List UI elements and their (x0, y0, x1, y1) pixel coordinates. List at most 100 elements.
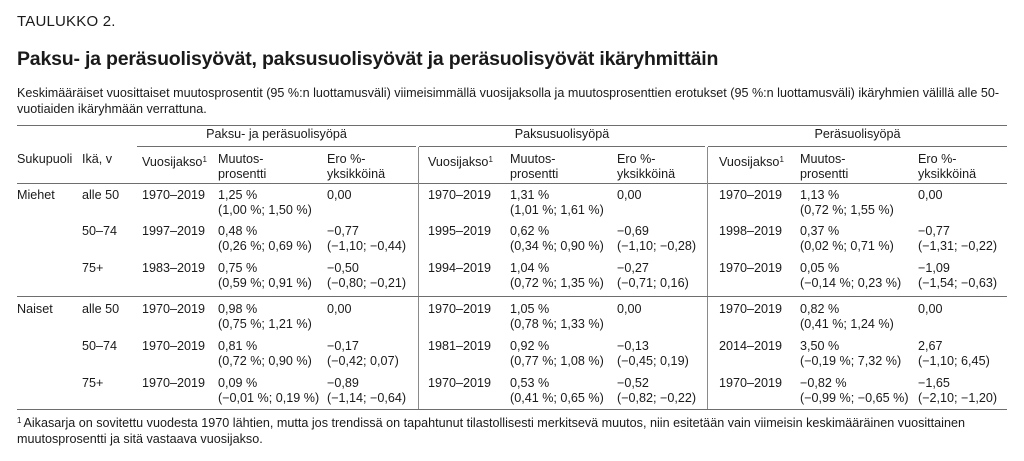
table-label: TAULUKKO 2. (17, 13, 116, 30)
cell-change-ci: (0,77 %; 1,08 %) (510, 354, 604, 368)
column-header-diff: Ero %- (327, 152, 366, 166)
column-header-age: Ikä, v (82, 152, 113, 166)
row-age: 50–74 (82, 339, 118, 353)
cell-period: 1970–2019 (719, 302, 783, 316)
cell-diff-ci: (−2,10; −1,20) (918, 391, 998, 405)
group-underline (137, 146, 416, 147)
cell-period: 1970–2019 (142, 376, 206, 390)
group-underline (419, 146, 705, 147)
column-header-change: prosentti (510, 167, 559, 181)
cell-diff-ci: (−1,54; −0,63) (918, 276, 998, 290)
column-header-period: Vuosijakso1 (428, 152, 493, 170)
period-header-text: Vuosijakso (428, 155, 489, 169)
cell-change: 0,37 % (800, 224, 840, 238)
period-note-mark: 1 (779, 155, 784, 164)
cell-diff: −0,52 (617, 376, 649, 390)
cell-period: 1981–2019 (428, 339, 492, 353)
table-subtitle: Keskimääräiset vuosittaiset muutosprosen… (17, 86, 1000, 116)
cell-change-ci: (0,72 %; 0,90 %) (218, 354, 312, 368)
cell-diff: −0,17 (327, 339, 359, 353)
cell-change: 0,05 % (800, 261, 840, 275)
cell-diff: 0,00 (617, 188, 642, 202)
column-header-change: prosentti (218, 167, 267, 181)
cell-period: 1970–2019 (719, 261, 783, 275)
cell-change-ci: (1,00 %; 1,50 %) (218, 203, 312, 217)
footnote-text: Aikasarja on sovitettu vuodesta 1970 läh… (17, 416, 965, 446)
cell-diff: 0,00 (918, 188, 943, 202)
table-title: Paksu- ja peräsuolisyövät, paksusuolisyö… (17, 48, 719, 70)
cell-diff-ci: (−0,80; −0,21) (327, 276, 407, 290)
cell-change-ci: (−0,99 %; −0,65 %) (800, 391, 909, 405)
cell-change: 3,50 % (800, 339, 840, 353)
column-header-sex: Sukupuoli (17, 152, 73, 166)
cell-change: 0,98 % (218, 302, 258, 316)
cell-period: 1970–2019 (428, 302, 492, 316)
cell-diff: 2,67 (918, 339, 943, 353)
cell-period: 1970–2019 (428, 188, 492, 202)
cell-change: 0,53 % (510, 376, 550, 390)
cell-diff: −0,50 (327, 261, 359, 275)
row-age: 50–74 (82, 224, 118, 238)
group-separator (707, 147, 708, 409)
row-age: alle 50 (82, 302, 120, 316)
cell-change: 0,09 % (218, 376, 258, 390)
row-age: 75+ (82, 376, 104, 390)
cell-diff-ci: (−0,42; 0,07) (327, 354, 399, 368)
period-note-mark: 1 (488, 155, 493, 164)
cell-change: −0,82 % (800, 376, 847, 390)
row-sex: Naiset (17, 302, 53, 316)
cell-change-ci: (0,41 %; 0,65 %) (510, 391, 604, 405)
column-header-period: Vuosijakso1 (142, 152, 207, 170)
period-header-text: Vuosijakso (142, 155, 203, 169)
footnote-mark: 1 (17, 416, 22, 425)
cell-change: 0,82 % (800, 302, 840, 316)
cell-period: 1970–2019 (719, 376, 783, 390)
cell-change-ci: (−0,01 %; 0,19 %) (218, 391, 320, 405)
cell-change: 0,62 % (510, 224, 550, 238)
cell-diff-ci: (−1,10; −0,44) (327, 239, 407, 253)
cell-period: 1970–2019 (142, 188, 206, 202)
section-separator (17, 296, 1007, 297)
cell-period: 1970–2019 (719, 188, 783, 202)
row-age: alle 50 (82, 188, 120, 202)
column-header-change: prosentti (800, 167, 849, 181)
cell-change-ci: (0,75 %; 1,21 %) (218, 317, 312, 331)
column-header-period: Vuosijakso1 (719, 152, 784, 170)
cell-change-ci: (0,34 %; 0,90 %) (510, 239, 604, 253)
cell-period: 1994–2019 (428, 261, 492, 275)
cell-diff-ci: (−0,71; 0,16) (617, 276, 689, 290)
cell-change: 0,75 % (218, 261, 258, 275)
row-sex: Miehet (17, 188, 55, 202)
table-bottom-rule (17, 409, 1007, 410)
cell-change: 1,04 % (510, 261, 550, 275)
column-header-diff: yksikköinä (617, 167, 676, 181)
cell-period: 1970–2019 (142, 302, 206, 316)
cell-change: 1,13 % (800, 188, 840, 202)
row-age: 75+ (82, 261, 104, 275)
cell-diff: 0,00 (918, 302, 943, 316)
column-header-diff: Ero %- (617, 152, 656, 166)
period-note-mark: 1 (202, 155, 207, 164)
cell-change: 0,48 % (218, 224, 258, 238)
cell-change-ci: (0,59 %; 0,91 %) (218, 276, 312, 290)
column-header-change: Muutos- (218, 152, 264, 166)
footnote: 1 Aikasarja on sovitettu vuodesta 1970 lä… (17, 413, 1007, 447)
cell-change-ci: (0,72 %; 1,35 %) (510, 276, 604, 290)
cell-change: 0,81 % (218, 339, 258, 353)
group-header: Paksusuolisyöpä (514, 127, 610, 141)
cell-change-ci: (−0,19 %; 7,32 %) (800, 354, 902, 368)
cell-change: 1,25 % (218, 188, 258, 202)
cell-diff: 0,00 (617, 302, 642, 316)
period-header-text: Vuosijakso (719, 155, 780, 169)
cell-period: 1970–2019 (142, 339, 206, 353)
cell-change-ci: (0,41 %; 1,24 %) (800, 317, 894, 331)
column-header-change: Muutos- (510, 152, 556, 166)
cell-change: 1,31 % (510, 188, 550, 202)
cell-period: 1970–2019 (428, 376, 492, 390)
group-separator (418, 147, 419, 409)
column-header-diff: yksikköinä (327, 167, 386, 181)
column-header-diff: yksikköinä (918, 167, 977, 181)
cell-diff: −0,77 (327, 224, 359, 238)
cell-change: 0,92 % (510, 339, 550, 353)
cell-change-ci: (0,02 %; 0,71 %) (800, 239, 894, 253)
